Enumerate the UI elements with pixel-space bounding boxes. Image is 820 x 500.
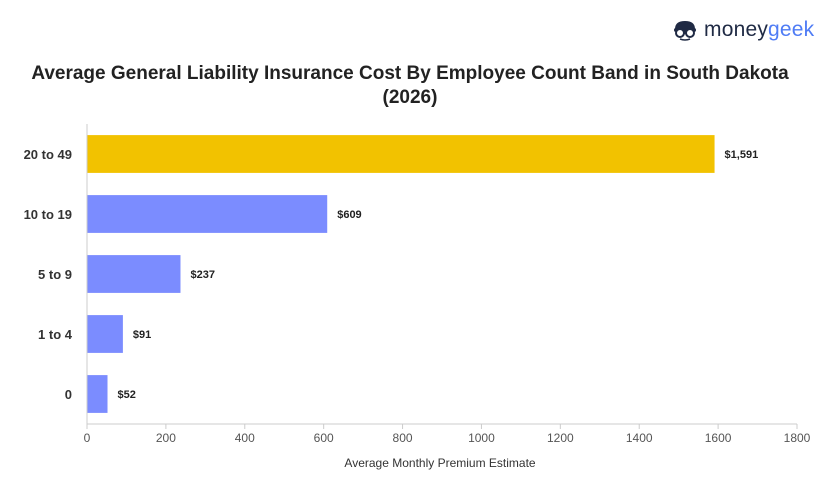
x-axis-title: Average Monthly Premium Estimate — [344, 456, 536, 470]
data-label: $52 — [118, 389, 136, 401]
data-label: $91 — [133, 329, 151, 341]
logo-text-geek: geek — [768, 18, 815, 41]
logo-wordmark: moneygeek — [704, 18, 814, 42]
y-tick-label: 10 to 19 — [24, 207, 72, 222]
logo-text-money: money — [704, 18, 769, 41]
data-label: $609 — [337, 209, 361, 221]
data-label: $1,591 — [725, 149, 759, 161]
bar — [87, 255, 181, 293]
x-tick-label: 600 — [314, 431, 334, 445]
moneygeek-mascot-icon — [674, 21, 696, 41]
x-tick-label: 1400 — [626, 431, 653, 445]
chart-title: Average General Liability Insurance Cost… — [31, 63, 789, 108]
x-tick-label: 1200 — [547, 431, 574, 445]
data-label: $237 — [190, 269, 214, 281]
y-tick-label: 0 — [65, 387, 72, 402]
x-tick-label: 400 — [235, 431, 255, 445]
y-tick-label: 20 to 49 — [24, 147, 72, 162]
bar — [87, 375, 108, 413]
x-tick-label: 1000 — [468, 431, 495, 445]
x-tick-label: 1600 — [705, 431, 732, 445]
x-tick-label: 0 — [84, 431, 91, 445]
x-tick-label: 1800 — [784, 431, 811, 445]
y-tick-label: 1 to 4 — [38, 327, 73, 342]
bar — [87, 315, 123, 353]
axes-group: 20 to 49 10 to 19 5 to 9 1 to 4 0 0 200 400 600 8… — [24, 124, 811, 445]
bars-group: $1,591 $609 $237 $91 $52 — [87, 135, 758, 413]
brand-logo: moneygeek — [672, 18, 814, 42]
bar — [87, 195, 328, 233]
bar — [87, 135, 715, 173]
y-tick-label: 5 to 9 — [38, 267, 72, 282]
x-tick-label: 800 — [393, 431, 413, 445]
x-tick-label: 200 — [156, 431, 176, 445]
